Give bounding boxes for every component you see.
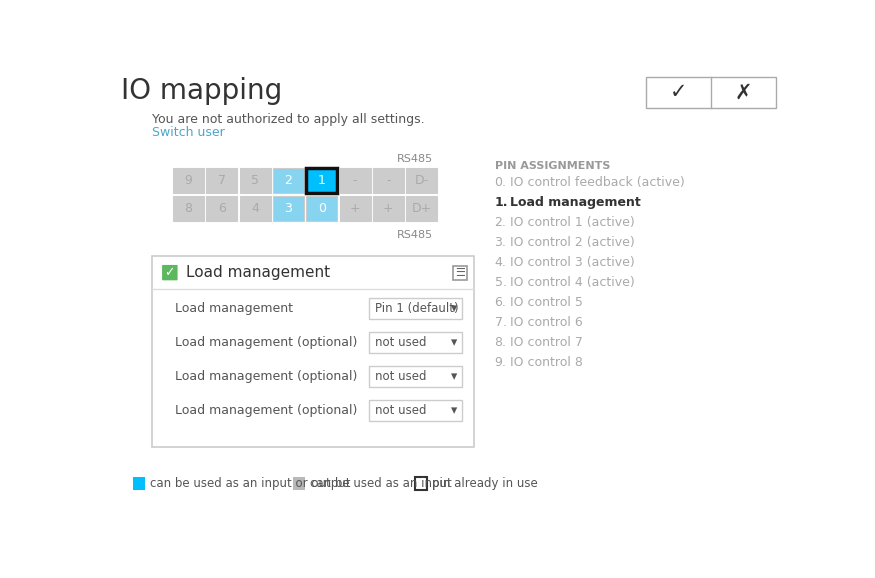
FancyBboxPatch shape: [369, 298, 462, 319]
Text: Load management (optional): Load management (optional): [175, 404, 358, 417]
Text: D+: D+: [411, 202, 432, 215]
FancyBboxPatch shape: [133, 477, 145, 490]
FancyBboxPatch shape: [647, 77, 776, 108]
FancyBboxPatch shape: [340, 168, 370, 193]
FancyBboxPatch shape: [373, 195, 404, 221]
Text: ▾: ▾: [452, 336, 458, 349]
Text: Load management: Load management: [186, 265, 330, 280]
Text: IO control feedback (active): IO control feedback (active): [510, 176, 685, 189]
FancyBboxPatch shape: [206, 168, 237, 193]
FancyBboxPatch shape: [293, 477, 305, 490]
Text: 7: 7: [218, 174, 226, 187]
Text: 2.: 2.: [494, 216, 507, 229]
Text: Switch user: Switch user: [152, 126, 225, 139]
Text: not used: not used: [375, 336, 427, 349]
Text: IO control 4 (active): IO control 4 (active): [510, 276, 634, 289]
Text: can be used as an input or output: can be used as an input or output: [150, 477, 350, 490]
FancyBboxPatch shape: [273, 168, 304, 193]
FancyBboxPatch shape: [152, 257, 473, 447]
Text: 0: 0: [318, 202, 326, 215]
Text: IO control 3 (active): IO control 3 (active): [510, 256, 634, 269]
FancyBboxPatch shape: [240, 168, 270, 193]
FancyBboxPatch shape: [162, 265, 178, 280]
Text: 2: 2: [284, 174, 292, 187]
FancyBboxPatch shape: [406, 195, 438, 221]
Text: IO control 2 (active): IO control 2 (active): [510, 236, 634, 249]
Text: ✓: ✓: [164, 266, 175, 279]
Text: 4: 4: [251, 202, 259, 215]
Text: -: -: [386, 174, 390, 187]
Text: 3: 3: [284, 202, 292, 215]
Text: ▾: ▾: [452, 302, 458, 316]
Text: 1.: 1.: [494, 196, 508, 209]
Text: IO control 1 (active): IO control 1 (active): [510, 216, 634, 229]
FancyBboxPatch shape: [306, 195, 337, 221]
Text: ☰: ☰: [456, 268, 466, 277]
Text: RS485: RS485: [397, 154, 433, 164]
Text: ✓: ✓: [669, 83, 687, 102]
FancyBboxPatch shape: [369, 400, 462, 421]
Text: 7.: 7.: [494, 316, 507, 329]
FancyBboxPatch shape: [173, 168, 204, 193]
FancyBboxPatch shape: [273, 195, 304, 221]
Text: IO control 7: IO control 7: [510, 336, 583, 349]
Text: 8: 8: [185, 202, 192, 215]
Text: 9.: 9.: [494, 356, 507, 369]
Text: Load management: Load management: [175, 302, 293, 316]
Text: can be used as an input: can be used as an input: [310, 477, 452, 490]
Text: Load management (optional): Load management (optional): [175, 370, 358, 383]
FancyBboxPatch shape: [406, 168, 438, 193]
Text: not used: not used: [375, 370, 427, 383]
Text: 8.: 8.: [494, 336, 507, 349]
Text: 5.: 5.: [494, 276, 507, 289]
Text: IO control 6: IO control 6: [510, 316, 583, 329]
FancyBboxPatch shape: [373, 168, 404, 193]
Text: 6: 6: [218, 202, 226, 215]
FancyBboxPatch shape: [415, 477, 427, 490]
Text: Pin 1 (default): Pin 1 (default): [375, 302, 458, 316]
Text: +: +: [383, 202, 394, 215]
Text: IO mapping: IO mapping: [121, 77, 283, 105]
Text: IO control 8: IO control 8: [510, 356, 583, 369]
FancyBboxPatch shape: [206, 195, 237, 221]
Text: ✗: ✗: [735, 83, 752, 102]
Text: Load management: Load management: [510, 196, 640, 209]
FancyBboxPatch shape: [453, 266, 467, 280]
Text: RS485: RS485: [397, 230, 433, 240]
Text: pin already in use: pin already in use: [431, 477, 537, 490]
FancyBboxPatch shape: [240, 195, 270, 221]
Text: not used: not used: [375, 404, 427, 417]
FancyBboxPatch shape: [340, 195, 370, 221]
Text: Load management (optional): Load management (optional): [175, 336, 358, 349]
FancyBboxPatch shape: [369, 332, 462, 353]
FancyBboxPatch shape: [306, 168, 337, 193]
Text: -: -: [353, 174, 357, 187]
Text: IO control 5: IO control 5: [510, 296, 583, 309]
Text: 4.: 4.: [494, 256, 507, 269]
Text: 3.: 3.: [494, 236, 507, 249]
Text: PIN ASSIGNMENTS: PIN ASSIGNMENTS: [494, 161, 610, 171]
Text: 5: 5: [251, 174, 259, 187]
Text: 0.: 0.: [494, 176, 507, 189]
Text: 6.: 6.: [494, 296, 507, 309]
Text: You are not authorized to apply all settings.: You are not authorized to apply all sett…: [152, 113, 424, 126]
FancyBboxPatch shape: [173, 195, 204, 221]
Text: D-: D-: [415, 174, 429, 187]
Text: ▾: ▾: [452, 370, 458, 383]
Text: +: +: [350, 202, 360, 215]
Text: 1: 1: [318, 174, 326, 187]
FancyBboxPatch shape: [369, 366, 462, 387]
Text: 9: 9: [185, 174, 192, 187]
Text: ▾: ▾: [452, 404, 458, 417]
